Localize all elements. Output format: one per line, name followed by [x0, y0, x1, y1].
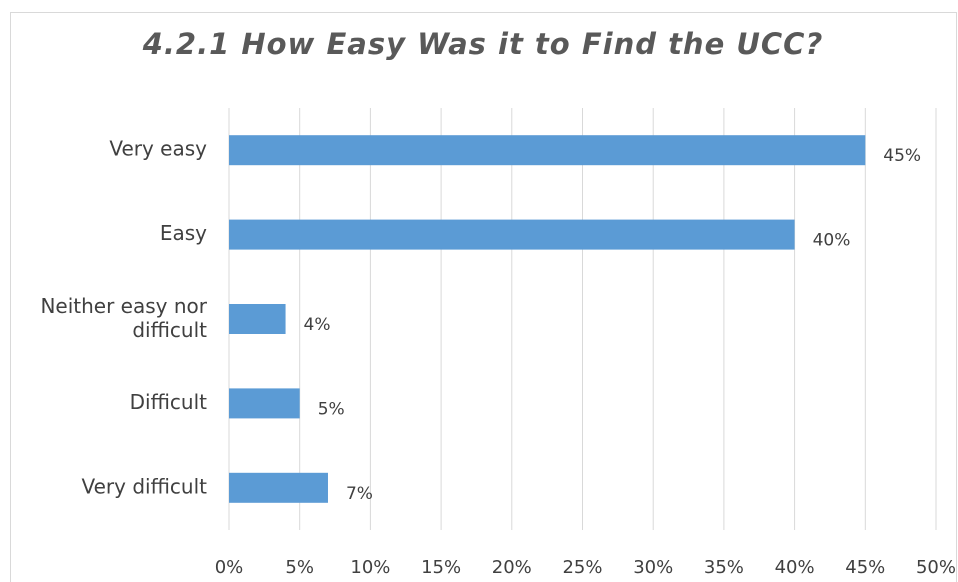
x-tick-label: 20%	[492, 557, 532, 578]
bar	[229, 219, 795, 250]
bar	[229, 135, 866, 166]
x-tick-label: 45%	[845, 557, 885, 578]
y-tick-label: Difficult	[130, 390, 208, 414]
y-tick-label: Easy	[160, 221, 207, 245]
value-label: 45%	[883, 146, 921, 166]
y-tick-label: Very easy	[109, 137, 207, 161]
bar	[229, 388, 300, 419]
y-tick-label: Very difficult	[81, 474, 207, 498]
x-tick-label: 40%	[775, 557, 815, 578]
x-tick-label: 25%	[562, 557, 602, 578]
bar	[229, 472, 328, 503]
x-tick-label: 50%	[916, 557, 956, 578]
x-tick-label: 5%	[285, 557, 314, 578]
y-tick-label: Neither easy nor difficult	[40, 294, 207, 342]
value-label: 4%	[304, 315, 331, 335]
value-label: 7%	[346, 484, 373, 504]
bar	[229, 304, 286, 334]
x-tick-label: 0%	[215, 557, 244, 578]
chart-title: 4.2.1 How Easy Was it to Find the UCC?	[142, 27, 824, 61]
x-tick-label: 15%	[421, 557, 461, 578]
value-label: 40%	[813, 231, 851, 251]
x-tick-label: 30%	[633, 557, 673, 578]
value-label: 5%	[318, 399, 345, 419]
chart-border	[10, 12, 957, 582]
x-tick-label: 35%	[704, 557, 744, 578]
x-tick-label: 10%	[350, 557, 390, 578]
